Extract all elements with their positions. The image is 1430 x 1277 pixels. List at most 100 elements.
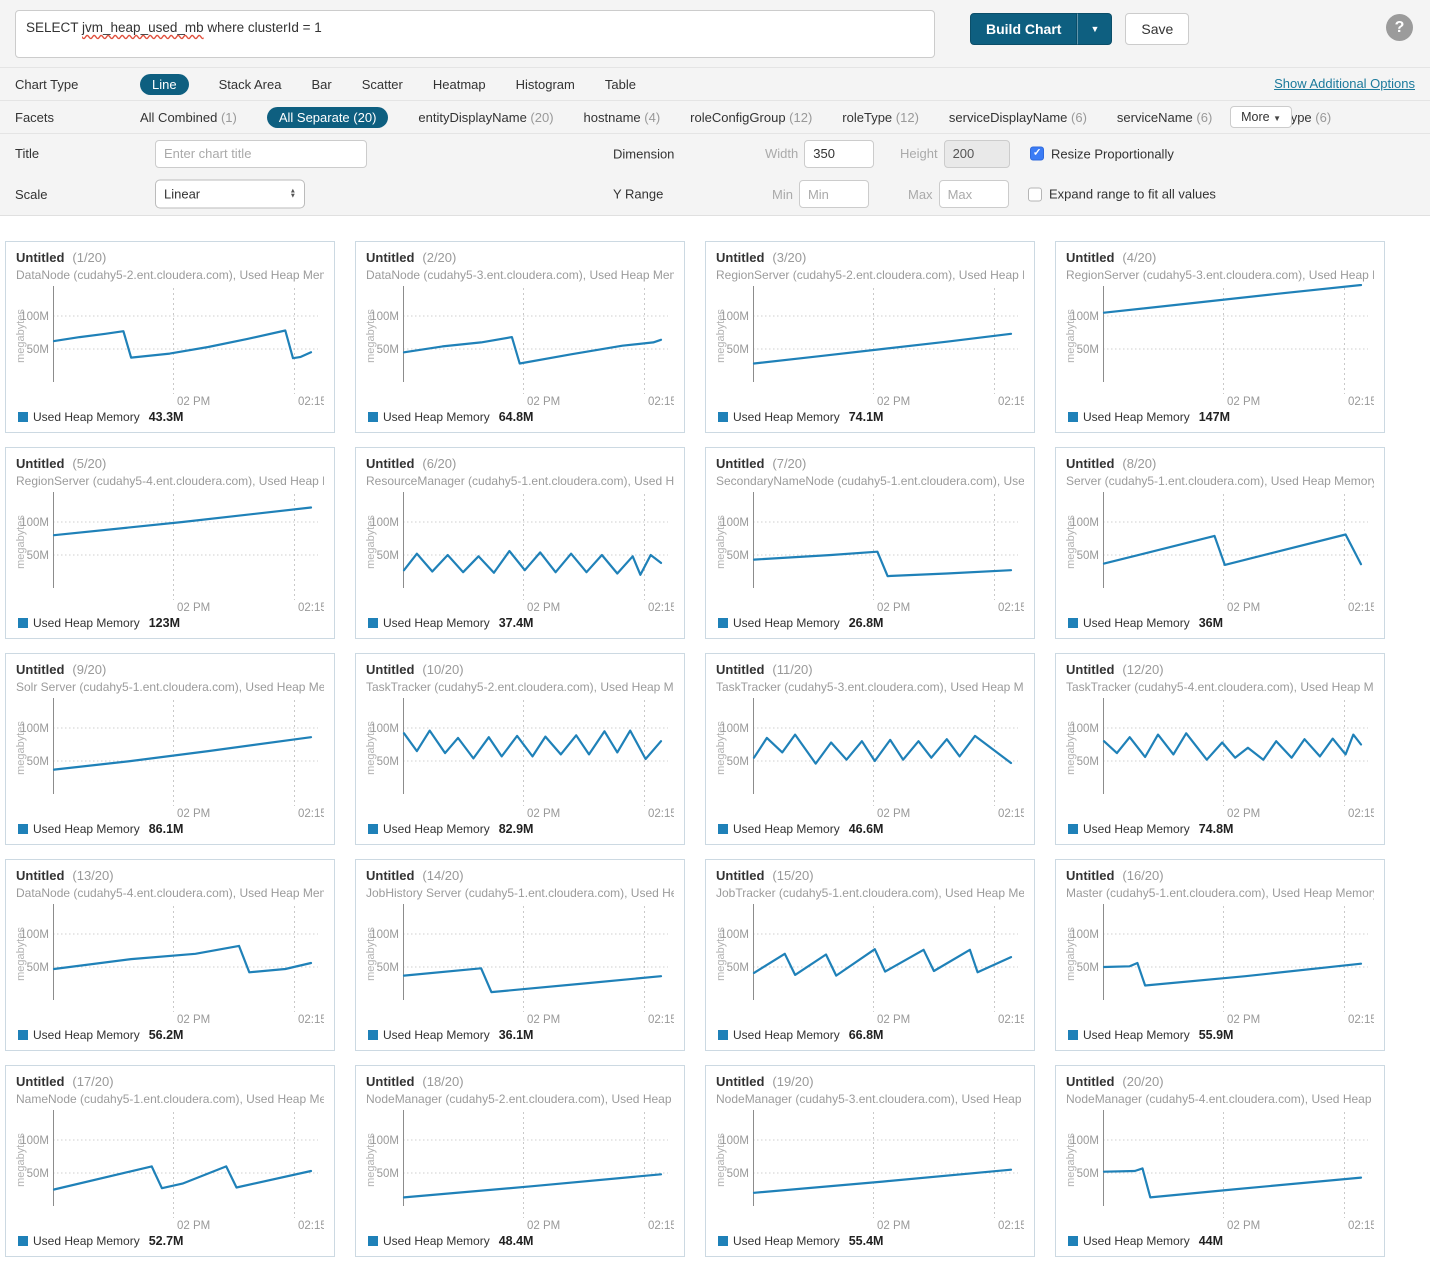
x-tick-02pm: 02 PM [177,602,210,614]
chart-plot[interactable]: megabytes 100M 50M 02 PM 02:15 [716,696,1024,820]
legend-swatch-icon [18,1030,28,1040]
chart-title: Untitled [716,868,765,883]
line-series [752,1168,1013,1194]
chart-type-option-scatter[interactable]: Scatter [361,76,403,92]
chart-index: (18/20) [422,1074,464,1089]
chart-plot[interactable]: megabytes 100M 50M 02 PM 02:15 [366,490,674,614]
facets-more-button[interactable]: More ▼ [1230,106,1292,128]
y-tick-50m: 50M [727,550,749,562]
build-chart-button[interactable]: Build Chart [970,13,1078,45]
x-tick-0215: 02:15 [298,808,324,820]
chart-plot[interactable]: megabytes 100M 50M 02 PM 02:15 [716,902,1024,1026]
chart-plot[interactable]: megabytes 100M 50M 02 PM 02:15 [716,284,1024,408]
save-button[interactable]: Save [1125,13,1190,45]
legend-swatch-icon [18,618,28,628]
legend-value: 26.8M [848,616,884,630]
chart-title: Untitled [1066,1074,1115,1089]
facet-option-all-separate[interactable]: All Separate (20) [266,106,389,128]
legend-value: 37.4M [498,616,534,630]
chart-plot[interactable]: megabytes 100M 50M 02 PM 02:15 [366,902,674,1026]
y-tick-50m: 50M [1077,344,1099,356]
chart-subtitle: RegionServer (cudahy5-4.ent.cloudera.com… [16,474,324,488]
chart-plot[interactable]: megabytes 100M 50M 02 PM 02:15 [1066,284,1374,408]
height-input[interactable] [943,139,1010,168]
width-input[interactable] [804,139,875,168]
y-axis-unit-label: megabytes [1066,515,1077,569]
chart-plot[interactable]: megabytes 100M 50M 02 PM 02:15 [1066,1108,1374,1232]
query-input[interactable]: SELECT jvm_heap_used_mb where clusterId … [15,10,935,58]
resize-proportionally-checkbox[interactable] [1030,146,1044,161]
chart-title-input[interactable] [155,139,367,168]
chart-index: (8/20) [1122,456,1157,471]
help-icon[interactable]: ? [1386,14,1413,41]
chart-plot[interactable]: megabytes 100M 50M 02 PM 02:15 [16,696,324,820]
chart-type-options: Line Stack Area Bar Scatter Heatmap Hist… [140,73,636,95]
chart-plot[interactable]: megabytes 100M 50M 02 PM 02:15 [16,1108,324,1232]
x-tick-0215: 02:15 [1348,602,1374,614]
chart-plot[interactable]: megabytes 100M 50M 02 PM 02:15 [1066,490,1374,614]
y-tick-100m: 100M [720,723,749,735]
chart-type-label: Chart Type [15,76,79,92]
facet-option-entitydisplayname[interactable]: entityDisplayName (20) [418,109,554,125]
facet-option-servicename[interactable]: serviceName (6) [1116,109,1213,125]
line-series [52,944,313,974]
chart-grid: Untitled (1/20) DataNode (cudahy5-2.ent.… [5,241,1430,1257]
line-series [402,335,663,365]
chart-index: (14/20) [422,868,464,883]
chart-subtitle: Server (cudahy5-1.ent.cloudera.com), Use… [1066,474,1374,488]
chart-plot[interactable]: megabytes 100M 50M 02 PM 02:15 [1066,902,1374,1026]
chart-plot[interactable]: megabytes 100M 50M 02 PM 02:15 [16,284,324,408]
y-tick-50m: 50M [1077,1168,1099,1180]
chart-plot[interactable]: megabytes 100M 50M 02 PM 02:15 [1066,696,1374,820]
x-tick-0215: 02:15 [298,1014,324,1026]
y-tick-50m: 50M [27,756,49,768]
chart-subtitle: DataNode (cudahy5-2.ent.cloudera.com), U… [16,268,324,282]
y-axis-unit-label: megabytes [716,1133,727,1187]
min-label: Min [772,186,793,202]
chart-type-option-heatmap[interactable]: Heatmap [432,76,486,92]
facet-option-roleconfiggroup[interactable]: roleConfigGroup (12) [690,109,813,125]
facet-option-servicedisplayname[interactable]: serviceDisplayName (6) [948,109,1087,125]
build-chart-dropdown-caret-icon[interactable]: ▼ [1077,13,1113,45]
chart-type-option-histogram[interactable]: Histogram [515,76,575,92]
x-tick-0215: 02:15 [1348,1220,1374,1232]
x-tick-02pm: 02 PM [1227,808,1260,820]
chart-plot[interactable]: megabytes 100M 50M 02 PM 02:15 [716,1108,1024,1232]
show-additional-options-link[interactable]: Show Additional Options [1274,76,1415,91]
chart-plot[interactable]: megabytes 100M 50M 02 PM 02:15 [366,1108,674,1232]
chart-type-option-line[interactable]: Line [140,73,189,95]
y-tick-100m: 100M [20,929,49,941]
y-min-input[interactable] [798,180,869,208]
legend-swatch-icon [18,412,28,422]
y-tick-50m: 50M [1077,756,1099,768]
legend-value: 64.8M [498,410,534,424]
chart-card: Untitled (3/20) RegionServer (cudahy5-2.… [705,241,1035,433]
chart-card: Untitled (14/20) JobHistory Server (cuda… [355,859,685,1051]
chart-plot[interactable]: megabytes 100M 50M 02 PM 02:15 [366,284,674,408]
chart-index: (1/20) [72,250,107,265]
chart-card-header: Untitled (17/20) [16,1074,324,1089]
legend-swatch-icon [368,412,378,422]
legend-value: 74.8M [1198,822,1234,836]
chart-card-header: Untitled (10/20) [366,662,674,677]
chart-plot[interactable]: megabytes 100M 50M 02 PM 02:15 [716,490,1024,614]
x-tick-0215: 02:15 [298,602,324,614]
facet-option-hostname[interactable]: hostname (4) [583,109,661,125]
facet-option-roletype[interactable]: roleType (12) [842,109,919,125]
scale-select[interactable]: Linear ▲ ▼ [155,179,305,209]
chart-plot[interactable]: megabytes 100M 50M 02 PM 02:15 [16,902,324,1026]
chart-subtitle: NodeManager (cudahy5-4.ent.cloudera.com)… [1066,1092,1374,1106]
line-series [52,1165,313,1191]
chart-type-option-bar[interactable]: Bar [311,76,332,92]
chart-subtitle: TaskTracker (cudahy5-4.ent.cloudera.com)… [1066,680,1374,694]
chart-type-option-table[interactable]: Table [604,76,636,92]
y-tick-50m: 50M [27,550,49,562]
y-max-input[interactable] [938,180,1009,208]
facet-option-all-combined[interactable]: All Combined (1) [140,109,237,125]
expand-range-checkbox[interactable] [1028,187,1042,201]
chart-subtitle: ResourceManager (cudahy5-1.ent.cloudera.… [366,474,674,488]
chart-type-option-stack-area[interactable]: Stack Area [218,76,282,92]
y-tick-100m: 100M [20,517,49,529]
chart-plot[interactable]: megabytes 100M 50M 02 PM 02:15 [16,490,324,614]
chart-plot[interactable]: megabytes 100M 50M 02 PM 02:15 [366,696,674,820]
